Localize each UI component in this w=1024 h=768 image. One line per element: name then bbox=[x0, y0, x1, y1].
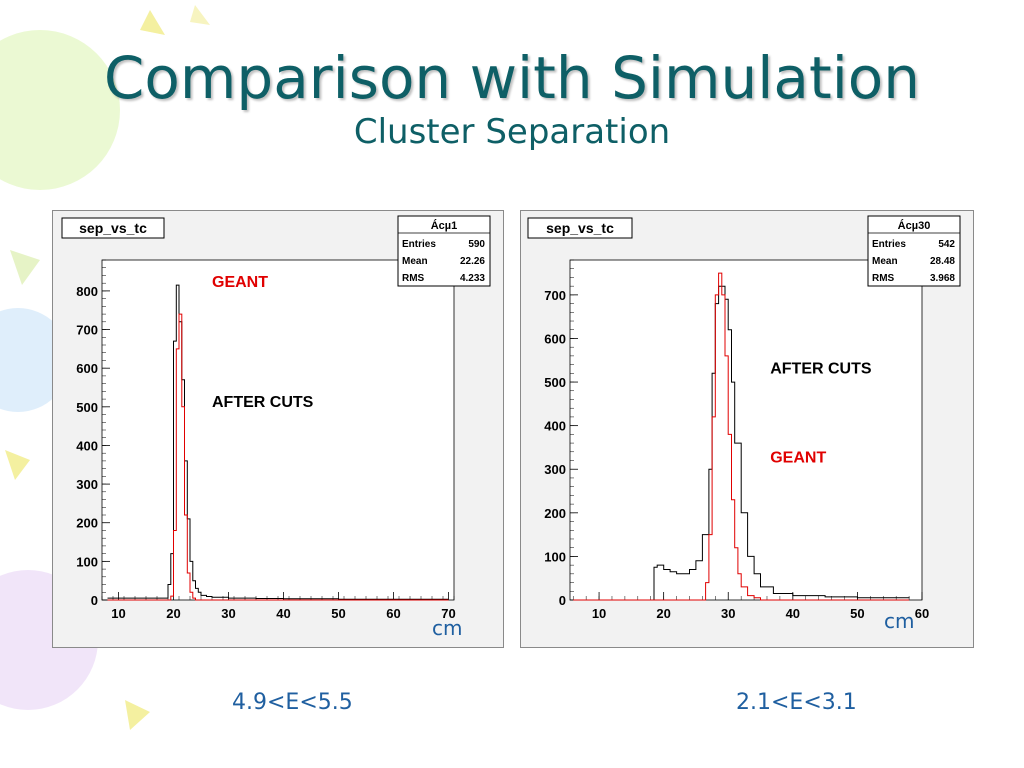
geant-label: GEANT bbox=[770, 450, 826, 467]
decor-triangle-yellow bbox=[190, 5, 210, 25]
y-tick-label: 300 bbox=[76, 477, 98, 492]
stats-box bbox=[397, 215, 491, 287]
x-tick-label: 30 bbox=[221, 606, 235, 621]
decor-triangle-green bbox=[10, 250, 40, 285]
stats-box bbox=[867, 215, 961, 287]
stats-name: Ácµ30 bbox=[898, 219, 931, 232]
histogram-title: sep_vs_tc bbox=[79, 220, 147, 236]
stats-value: 4.233 bbox=[460, 273, 485, 284]
y-tick-label: 100 bbox=[76, 554, 98, 569]
y-tick-label: 100 bbox=[544, 549, 566, 564]
decor-triangle-yellow bbox=[125, 700, 150, 730]
x-tick-label: 20 bbox=[166, 606, 180, 621]
x-tick-label: 30 bbox=[721, 606, 735, 621]
x-tick-label: 50 bbox=[331, 606, 345, 621]
x-tick-label: 40 bbox=[276, 606, 290, 621]
stats-value: 28.48 bbox=[930, 256, 955, 267]
y-tick-label: 800 bbox=[76, 284, 98, 299]
histogram-title: sep_vs_tc bbox=[546, 220, 614, 236]
after-cuts-series bbox=[107, 284, 449, 600]
decor-balloon-green bbox=[0, 30, 120, 190]
x-tick-label: 60 bbox=[915, 606, 929, 621]
x-tick-label: 10 bbox=[592, 606, 606, 621]
histogram-left: sep_vs_tc Ácµ1 Entries 590 Mean 22.26 RMS 4.233… bbox=[52, 210, 504, 648]
stats-label: RMS bbox=[402, 273, 425, 284]
x-tick-label: 20 bbox=[656, 606, 670, 621]
after-cuts-label: AFTER CUTS bbox=[770, 360, 872, 377]
stats-label: Mean bbox=[402, 256, 428, 267]
y-tick-label: 300 bbox=[544, 462, 566, 477]
slide-title: Comparison with Simulation bbox=[103, 44, 921, 112]
x-tick-label: 60 bbox=[386, 606, 400, 621]
y-tick-label: 700 bbox=[544, 288, 566, 303]
stats-label: Entries bbox=[872, 239, 906, 250]
y-tick-label: 700 bbox=[76, 323, 98, 338]
geant-label: GEANT bbox=[212, 274, 268, 291]
geant-series bbox=[573, 272, 910, 601]
x-tick-label: 50 bbox=[850, 606, 864, 621]
stats-label: Entries bbox=[402, 239, 436, 250]
y-tick-label: 0 bbox=[559, 593, 566, 608]
y-tick-label: 500 bbox=[76, 400, 98, 415]
y-tick-label: 400 bbox=[76, 438, 98, 453]
stats-label: RMS bbox=[872, 273, 895, 284]
x-unit-label: cm bbox=[884, 609, 914, 633]
energy-range-right: 2.1<E<3.1 bbox=[736, 690, 857, 715]
y-tick-label: 500 bbox=[544, 375, 566, 390]
y-tick-label: 200 bbox=[544, 506, 566, 521]
histogram-title-box bbox=[61, 217, 165, 239]
decor-triangle-yellow bbox=[5, 450, 30, 480]
stats-label: Mean bbox=[872, 256, 898, 267]
plot-area bbox=[569, 259, 923, 601]
stats-value: 590 bbox=[468, 239, 485, 250]
y-tick-label: 400 bbox=[544, 419, 566, 434]
y-tick-label: 0 bbox=[91, 593, 98, 608]
x-unit-label: cm bbox=[432, 616, 462, 640]
stats-value: 3.968 bbox=[930, 273, 955, 284]
x-tick-label: 10 bbox=[111, 606, 125, 621]
stats-value: 542 bbox=[938, 239, 955, 250]
energy-range-left: 4.9<E<5.5 bbox=[232, 690, 353, 715]
histogram-title-box bbox=[527, 217, 633, 239]
after-cuts-series bbox=[573, 285, 910, 601]
histogram-right: sep_vs_tc Ácµ30 Entries 542 Mean 28.48 RMS 3.96… bbox=[520, 210, 974, 648]
stats-value: 22.26 bbox=[460, 256, 485, 267]
y-tick-label: 200 bbox=[76, 516, 98, 531]
plot-area bbox=[101, 259, 455, 601]
y-tick-label: 600 bbox=[544, 331, 566, 346]
y-tick-label: 600 bbox=[76, 361, 98, 376]
geant-series bbox=[107, 313, 449, 601]
x-tick-label: 40 bbox=[786, 606, 800, 621]
slide-subtitle: Cluster Separation bbox=[353, 112, 671, 152]
after-cuts-label: AFTER CUTS bbox=[212, 394, 314, 411]
decor-triangle-yellow bbox=[140, 10, 165, 35]
x-tick-label: 70 bbox=[441, 606, 455, 621]
stats-name: Ácµ1 bbox=[431, 219, 458, 232]
